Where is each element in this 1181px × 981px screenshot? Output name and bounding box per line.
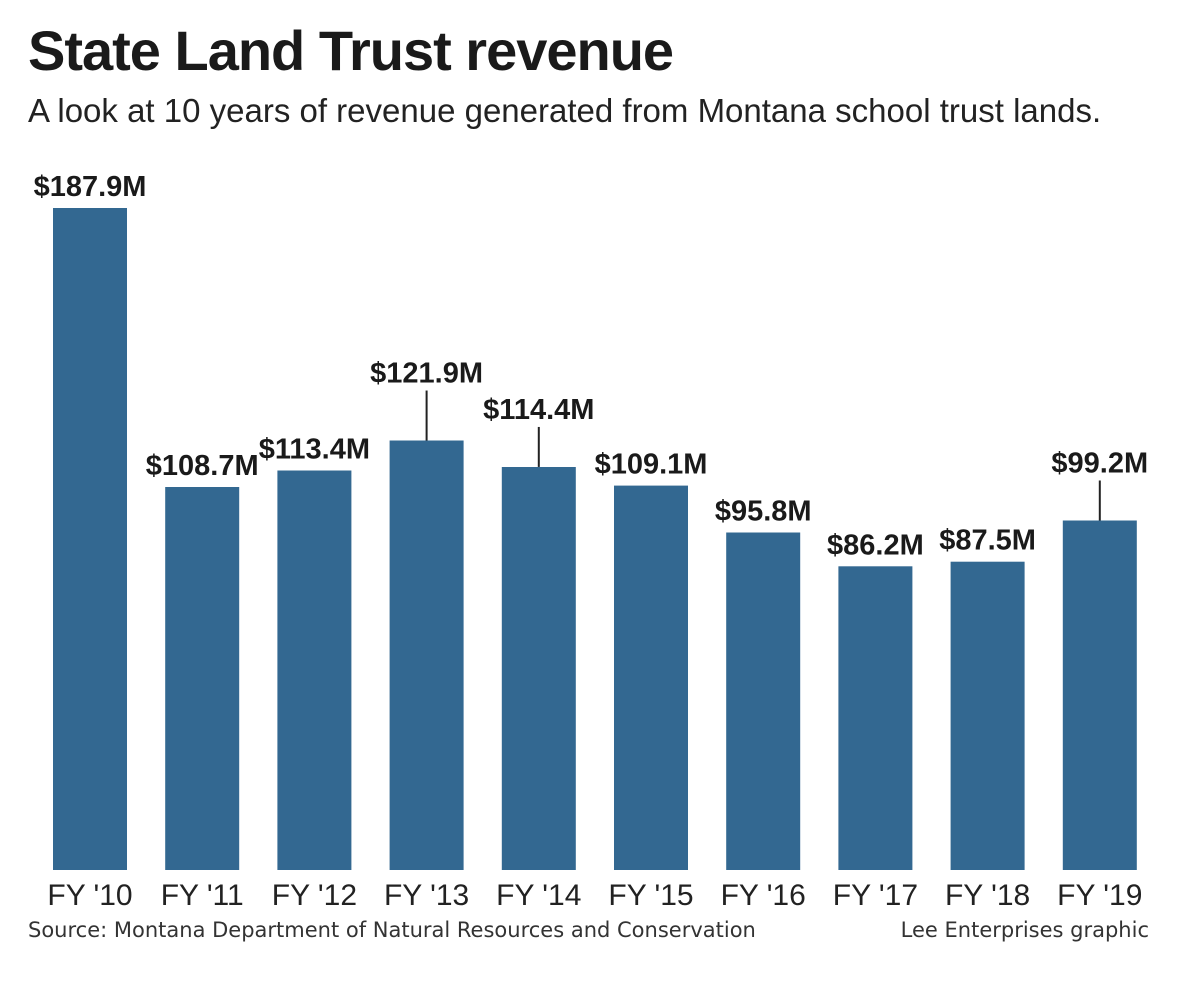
- x-tick-label-4: FY '13: [384, 879, 469, 912]
- bar-5: [501, 467, 576, 870]
- bar-4: [389, 440, 464, 870]
- data-label-3: $113.4M: [259, 434, 370, 466]
- data-label-10: $99.2M: [1051, 448, 1148, 480]
- x-tick-label-9: FY '18: [945, 879, 1030, 912]
- data-label-1: $187.9M: [34, 171, 147, 203]
- bar-1: [53, 208, 127, 870]
- x-tick-label-3: FY '12: [272, 879, 357, 912]
- source-note: Source: Montana Department of Natural Re…: [28, 918, 756, 942]
- x-tick-label-7: FY '16: [721, 879, 806, 912]
- data-label-8: $86.2M: [827, 529, 924, 561]
- x-tick-label-6: FY '15: [608, 879, 693, 912]
- data-label-9: $87.5M: [939, 525, 1036, 557]
- bar-10: [1062, 520, 1137, 870]
- data-label-2: $108.7M: [146, 450, 259, 482]
- bar-6: [614, 485, 688, 870]
- bar-7: [726, 532, 801, 870]
- x-tick-label-8: FY '17: [833, 879, 918, 912]
- x-tick-label-2: FY '11: [161, 879, 244, 912]
- x-tick-label-10: FY '19: [1057, 879, 1142, 912]
- credit-note: Lee Enterprises graphic: [900, 918, 1149, 942]
- data-label-7: $95.8M: [715, 496, 812, 528]
- bar-3: [277, 470, 352, 870]
- chart-title: State Land Trust revenue: [28, 19, 674, 82]
- bar-8: [838, 566, 913, 870]
- bar-9: [950, 561, 1025, 870]
- chart-subtitle: A look at 10 years of revenue generated …: [28, 92, 1102, 129]
- x-tick-label-1: FY '10: [47, 879, 132, 912]
- bar-2: [165, 487, 240, 870]
- x-tick-label-5: FY '14: [496, 879, 581, 912]
- data-label-4: $121.9M: [370, 358, 483, 390]
- data-label-5: $114.4M: [483, 394, 594, 426]
- data-label-6: $109.1M: [595, 449, 708, 481]
